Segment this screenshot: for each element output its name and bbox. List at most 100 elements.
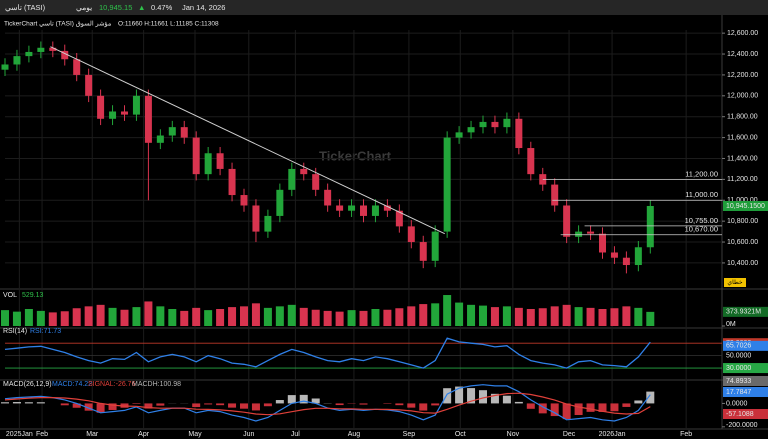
candle-body xyxy=(109,111,117,119)
volume-bar xyxy=(443,295,452,326)
macd-hist-bar xyxy=(192,403,201,408)
x-tick-label: Oct xyxy=(455,431,466,438)
rsi-tick-label: 30.0000 xyxy=(726,365,751,372)
macd-tick-label: -200.0000 xyxy=(726,422,758,429)
period: يومي xyxy=(76,3,92,12)
macd-value-label: 17.7847 xyxy=(726,389,751,396)
volume-value-box xyxy=(723,306,768,317)
macd-hist-bar xyxy=(72,403,81,408)
macd-hist-bar xyxy=(287,395,296,404)
volume-bar xyxy=(108,307,117,326)
candle-body xyxy=(646,205,654,248)
volume-bar xyxy=(455,302,464,326)
volume-bar xyxy=(240,306,248,326)
ohlc: O:11660 H:11661 L:11185 C:11308 xyxy=(118,21,219,28)
x-tick-label: 2026Jan xyxy=(599,431,626,438)
volume-bar xyxy=(311,309,320,326)
level-label: 10,755.00 xyxy=(685,216,718,225)
macd-hist-bar xyxy=(514,401,523,404)
candle-body xyxy=(479,121,487,128)
rsi-line xyxy=(4,337,651,369)
x-tick-label: Sep xyxy=(403,431,416,438)
candle-body xyxy=(144,95,152,143)
candle-body xyxy=(467,127,475,133)
macd-hist-bar xyxy=(646,391,655,404)
trendline xyxy=(50,46,445,235)
rsi-value-label: 65.7026 xyxy=(726,343,751,350)
volume-bar xyxy=(395,308,404,326)
candle-body xyxy=(599,233,606,253)
level-label: 10,670.00 xyxy=(685,225,718,234)
candle-body xyxy=(13,56,21,65)
volume-bar xyxy=(335,311,344,326)
volume-bar xyxy=(574,307,583,326)
x-tick-label: Apr xyxy=(138,431,150,438)
y-tick-label: 12,000.00 xyxy=(727,93,758,100)
macd-hist-bar xyxy=(240,403,248,409)
volume-bar xyxy=(120,309,129,326)
candle-body xyxy=(228,168,236,196)
volume-bar xyxy=(1,310,9,326)
volume-bar xyxy=(514,307,523,326)
macd-hist-bar xyxy=(108,403,117,410)
macd-hist-bar xyxy=(216,403,225,406)
macd-hist-bar xyxy=(407,403,416,408)
y-tick-label: 12,400.00 xyxy=(727,51,758,58)
x-tick-label: Feb xyxy=(36,431,48,438)
macd-hist-bar xyxy=(550,403,559,417)
x-tick-label: Jul xyxy=(291,431,300,438)
axis: 2025Jan Feb Mar Apr May Jun Jul Aug Sep Oct Nov Dec… xyxy=(3,30,768,438)
volume-bar xyxy=(156,306,165,326)
candle-body xyxy=(324,189,332,206)
change-arrow: ▲ xyxy=(138,3,145,12)
candle-body xyxy=(551,184,559,206)
volume-bar xyxy=(24,309,33,326)
macd-hist-bar xyxy=(132,403,141,405)
volume-bar xyxy=(407,306,416,326)
candle-body xyxy=(37,47,45,52)
candle-body xyxy=(264,215,272,232)
volume-bar xyxy=(359,310,368,326)
header-bar xyxy=(0,0,768,15)
volume-bar xyxy=(646,311,655,326)
hist-label: MACDH:100.98 xyxy=(132,381,181,388)
x-tick-label: Aug xyxy=(348,431,361,438)
candle-body xyxy=(240,195,248,206)
candle-body xyxy=(276,189,284,216)
x-tick-label: Jun xyxy=(243,431,254,438)
volume-bar xyxy=(371,309,380,326)
macd-hist-bar xyxy=(431,403,440,406)
signal-line xyxy=(4,392,651,416)
macd-hist-bar xyxy=(443,388,452,404)
macd-hist-bar xyxy=(419,403,428,411)
candle-body xyxy=(1,64,9,70)
volume-last: 529.13 xyxy=(22,292,44,299)
x-tick-label: Nov xyxy=(507,431,520,438)
candle-body xyxy=(156,135,164,143)
candle-body xyxy=(73,59,81,75)
candle-body xyxy=(634,247,642,266)
macd-value-label: -57.1088 xyxy=(726,411,754,418)
volume-bar xyxy=(216,309,225,326)
candle-body xyxy=(168,127,176,136)
y-tick-label: 10,600.00 xyxy=(727,239,758,246)
candle-body xyxy=(288,168,296,190)
macd-hist-bar xyxy=(574,403,583,416)
candle-body xyxy=(192,137,200,175)
signal-label: SIGNAL:-26.76 xyxy=(88,381,136,388)
candle-body xyxy=(252,205,260,232)
volume-bar xyxy=(538,308,547,326)
watermark: TickerChart xyxy=(319,148,392,163)
macd-hist-bar xyxy=(12,402,21,404)
macd-hist-bar xyxy=(455,386,464,404)
candle-body xyxy=(563,205,571,237)
y-tick-label: 11,800.00 xyxy=(727,114,758,121)
macd-hist-bar xyxy=(622,403,631,407)
x-tick-label: Dec xyxy=(563,431,576,438)
candle-body xyxy=(204,153,212,175)
volume-bar xyxy=(60,311,69,326)
volume-bar xyxy=(419,304,428,326)
candle-body xyxy=(610,252,618,258)
candle-body xyxy=(622,257,630,266)
